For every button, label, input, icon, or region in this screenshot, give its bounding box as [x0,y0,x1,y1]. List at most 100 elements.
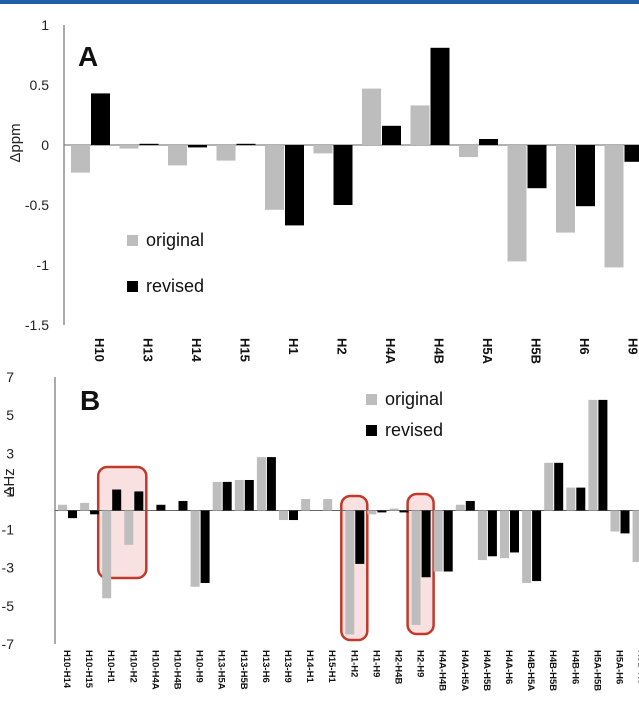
bar-revised-H13 [139,143,159,145]
x-category-label: H1-H9 [370,650,381,677]
y-tick-label: 7 [6,369,14,385]
bar-revised-H9 [624,145,639,162]
x-category-label: H4A-H5A [459,650,470,691]
y-tick-label: -7 [2,636,15,652]
y-tick-label: 0 [41,137,49,153]
bar-revised-H4B-H5A [532,510,542,582]
x-category-label: H5B-H6 [636,650,639,684]
y-axis-label: Δppm [7,123,24,162]
x-category-label: H13-H9 [282,650,293,683]
bar-revised-H6 [576,145,595,207]
x-category-label: H10-H15 [83,650,94,689]
bar-original-H4A-H6 [500,510,509,559]
chart-panel-b: 7 5 3 1 -1 -3 -5 -7 ΔHz B H10-H14 H10-H15 H10-H1 H10-… [1,369,639,691]
y-tick-label: -0.5 [25,197,49,213]
bar-original-H10-H2 [124,510,134,545]
x-category-label: H13 [141,338,156,362]
bar-original-H13 [119,145,139,149]
x-category-label: H4A-H5B [481,650,492,691]
bar-original-H13-H6 [256,457,266,511]
bar-revised-H2 [333,145,353,205]
bar-revised-H13-H5A [222,481,232,511]
x-category-label: H15-H1 [326,650,337,683]
panel-label-b: B [80,385,100,416]
x-category-label: H1-H2 [348,650,359,677]
bar-original-H14 [168,145,187,166]
bar-original-H4B-H6 [566,487,576,511]
bar-revised-H4B-H6 [576,487,586,511]
chart-panel-a: 1 0.5 0 -0.5 -1 -1.5 Δppm A H10 H13 H14 H15 H1 H2 H4A H… [7,17,639,365]
bar-original-H1-H2 [345,510,355,635]
bar-original-H13-H9 [279,510,288,521]
bar-original-H4B-H5A [522,510,532,583]
legend-label-original: original [385,389,443,409]
bar-original-H13-H5A [212,481,222,511]
bar-original-H2-H4B [389,508,399,511]
bar-original-H2 [313,145,333,154]
x-category-label: H1 [286,338,301,355]
x-category-label: H4B-H6 [569,650,580,684]
x-category-label: H2-H4B [393,650,404,684]
bar-original-H6 [556,145,575,233]
x-category-label: H4A-H4B [437,650,448,691]
legend-swatch-revised [127,281,138,292]
x-category-label: H13-H6 [260,650,271,683]
bar-revised-H10-H15 [90,510,100,515]
bar-original-H5A-H5B [588,399,598,511]
bar-original-H4B-H5B [544,462,554,511]
x-category-label: H5A-H6 [614,650,625,684]
x-category-label: H5A [480,338,495,365]
x-category-label: H4B-H5A [525,650,536,691]
bar-revised-H15 [236,143,256,145]
bar-revised-H10-H9 [200,510,210,583]
y-tick-label: 5 [6,407,14,423]
y-tick-label: 0.5 [30,77,50,93]
bar-revised-H10-H4B [178,500,188,511]
bar-revised-H1-H9 [377,510,387,513]
bar-revised-H2-H9 [421,510,431,578]
x-category-label: H10-H9 [194,650,205,683]
bar-original-H4A [362,88,381,145]
bar-revised-H4B-H5B [554,462,564,511]
y-tick-label: -3 [2,560,15,576]
bar-revised-H4A-H6 [510,510,519,553]
bar-revised-H10-H2 [134,491,144,511]
y-tick-label: -1.5 [25,317,49,333]
legend-label-original: original [146,230,204,250]
bar-original-H15-H1 [323,499,333,511]
bar-revised-H13-H6 [266,457,276,511]
x-category-label: H4A-H6 [503,650,514,684]
bar-revised-H5A-H6 [620,510,630,534]
x-category-label: H4B [432,338,447,364]
bar-revised-H5B [527,145,547,189]
bar-revised-H14 [188,145,207,148]
panel-label-a: A [78,41,98,72]
bar-revised-H1-H2 [355,510,365,564]
y-axis-label: ΔHz [1,468,18,496]
x-category-label: H10 [92,338,107,362]
x-category-label: H15 [238,338,253,362]
legend-label-revised: revised [146,276,204,296]
bar-original-H1 [265,145,284,210]
bar-revised-H10 [91,93,110,145]
x-category-label: H4B-H5B [547,650,558,691]
bar-revised-H4B [430,47,450,145]
bar-original-H5A-H6 [610,510,620,532]
x-category-label: H14-H1 [304,650,315,683]
bar-original-H5A [459,145,478,157]
bar-revised-H5A [479,139,498,145]
legend-label-revised: revised [385,420,443,440]
x-category-label: H14 [189,338,204,363]
bar-original-H13-H5B [234,479,244,511]
y-tick-label: 3 [6,445,14,461]
bar-original-H15 [216,145,236,161]
bar-revised-H1 [285,145,304,226]
x-category-label: H5A-H5B [591,650,602,691]
bar-original-H2-H9 [411,510,421,625]
bar-revised-H5A-H5B [598,399,608,511]
legend-swatch-original [366,394,377,405]
x-category-label: H6 [577,338,592,355]
bar-original-H10-H14 [58,504,67,511]
bar-original-H10-H1 [102,510,112,599]
